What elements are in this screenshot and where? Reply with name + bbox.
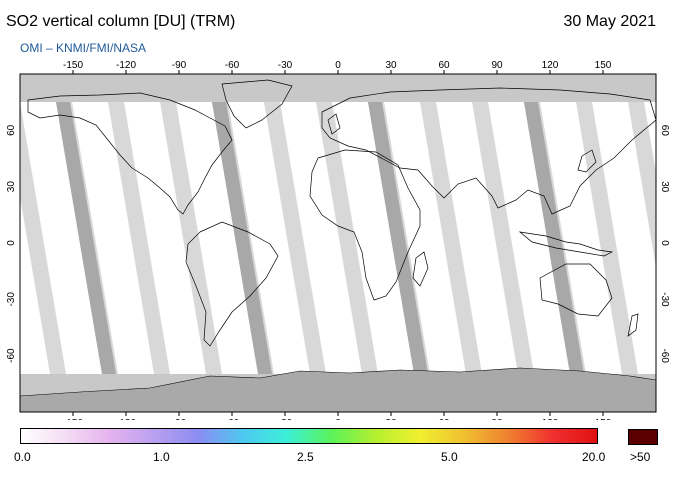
continents [20,79,656,412]
lon-tick-bottom-label: -120 [116,418,136,420]
data-swath [332,102,414,374]
colorbar-label-0: 0.0 [14,450,31,464]
colorbar-label-1: 1.0 [153,450,170,464]
colorbar-overflow-swatch [628,429,658,445]
data-source: OMI – KNMI/FMI/NASA [20,41,147,55]
new-zealand [627,313,639,337]
lat-tick-left-label: -60 [6,348,17,363]
lon-tick-top-label: 90 [491,60,503,71]
satellite-swaths [20,74,656,412]
lon-tick-top-label: 30 [385,60,397,71]
axis-ticks: -150 -150 -120 -120 -90 -90 -60 -60 -30 -30 0 0 30 30… [6,60,670,420]
eurasia [321,87,656,215]
lat-tick-right-label: 30 [659,181,670,193]
lat-tick-right-label: -60 [659,348,670,363]
colorbar-label-4: 20.0 [582,450,606,464]
lon-tick-bottom-label: -90 [172,418,187,420]
greenland [221,79,293,129]
japan [577,149,597,173]
gap-band [212,102,272,374]
data-swath [644,102,656,173]
lon-tick-top-label: -120 [116,60,136,71]
lon-tick-bottom-label: 30 [385,418,397,420]
lon-tick-bottom-label: -60 [225,418,240,420]
indonesia [518,231,614,257]
lat-tick-left-label: 0 [6,240,17,246]
africa [309,149,421,301]
lon-tick-top-label: -90 [172,60,187,71]
lon-tick-bottom-label: -30 [278,418,293,420]
lon-tick-bottom-label: 0 [335,418,341,420]
lon-tick-bottom-label: 60 [438,418,450,420]
data-swath [436,102,518,374]
data-swath [228,102,310,374]
lon-tick-top-label: 120 [542,60,559,71]
lon-tick-top-label: -150 [63,60,83,71]
map-title: SO2 vertical column [DU] (TRM) [6,13,236,30]
lon-tick-bottom-label: 150 [595,418,612,420]
world-map: -150 -150 -120 -120 -90 -90 -60 -60 -30 -30 0 0 30 30… [6,60,670,420]
lat-tick-left-label: -30 [6,292,17,307]
south-america [185,221,279,347]
gap-band [368,102,428,374]
data-swath [488,102,570,374]
lon-tick-bottom-label: -150 [63,418,83,420]
gap-band [56,102,116,374]
australia [539,263,613,317]
data-swath [20,196,50,374]
lat-tick-right-label: 60 [659,125,670,137]
colorbar-label-2: 2.5 [297,450,314,464]
data-swath [384,102,466,374]
north-polar-nodata [20,74,656,102]
data-swath [592,102,656,374]
lon-tick-top-label: 0 [335,60,341,71]
data-swath [176,102,258,374]
data-swath [20,102,102,374]
lat-tick-right-label: -30 [659,292,670,307]
madagascar [412,251,429,287]
north-america [27,92,233,215]
british-isles [327,113,341,135]
lon-tick-top-label: 60 [438,60,450,71]
data-swath [280,102,362,374]
colorbar [20,428,598,444]
lat-tick-left-label: 60 [6,124,17,136]
lat-tick-left-label: 30 [6,181,17,193]
data-swath [540,102,622,374]
gap-band [524,102,584,374]
antarctica [20,367,656,412]
colorbar-label-3: 5.0 [441,450,458,464]
lat-tick-right-label: 0 [659,240,670,246]
lon-tick-bottom-label: 90 [491,418,503,420]
lon-tick-top-label: -60 [225,60,240,71]
data-swath [124,102,206,374]
lon-tick-top-label: -30 [278,60,293,71]
colorbar-label-overflow: >50 [630,450,651,464]
map-date: 30 May 2021 [563,13,656,30]
data-swath [72,102,154,374]
lon-tick-bottom-label: 120 [542,418,559,420]
lon-tick-top-label: 150 [595,60,612,71]
